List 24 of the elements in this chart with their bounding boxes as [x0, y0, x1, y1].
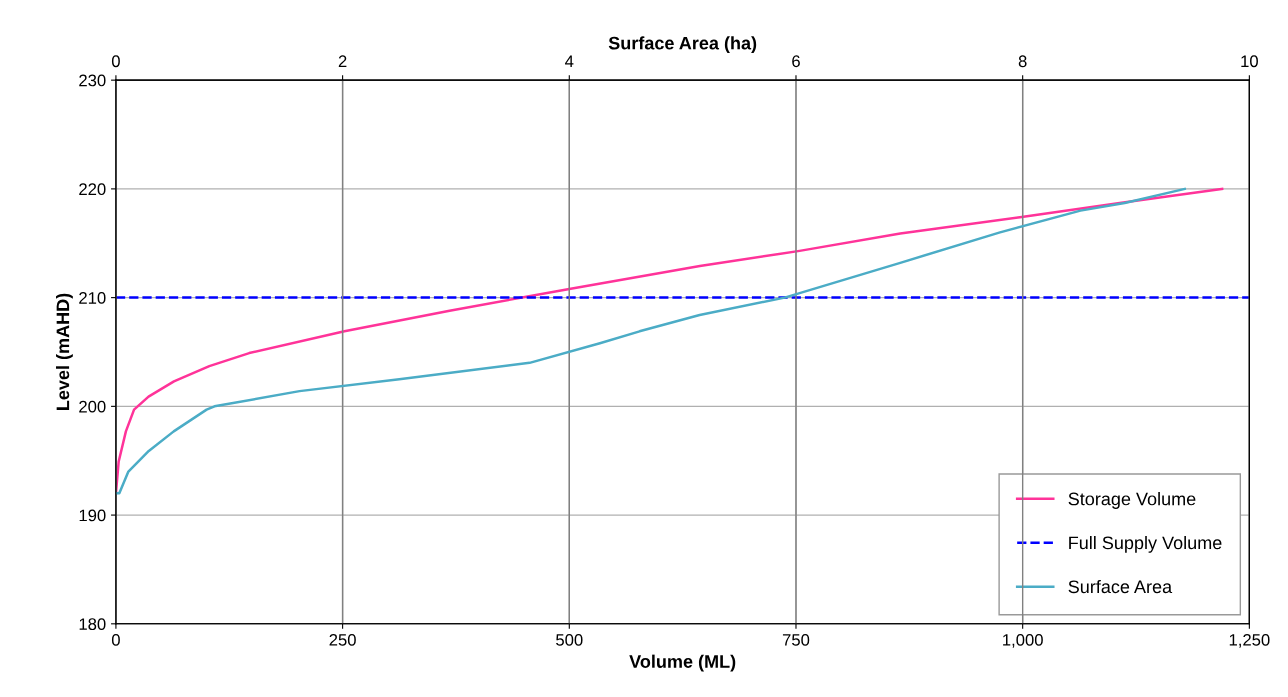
x2-tick-label: 2: [338, 55, 347, 67]
y-tick-label: 230: [79, 74, 106, 87]
x2-tick-label: 6: [792, 55, 800, 68]
y-tick-label: 180: [79, 618, 106, 631]
legend-label: Storage Volume: [1068, 492, 1196, 509]
y-tick-label: 210: [79, 292, 106, 304]
x-tick-label: 1,000: [1003, 633, 1043, 648]
x2-tick-label: 10: [1241, 55, 1258, 68]
x-tick-label: 750: [782, 633, 810, 646]
x-tick-label: 1,250: [1229, 633, 1270, 648]
x-tick-label: 500: [556, 633, 583, 646]
y-tick-label: 200: [79, 400, 106, 413]
y-tick-label: 220: [79, 183, 106, 196]
x2-tick-label: 4: [565, 55, 574, 67]
legend-label: Full Supply Volume: [1069, 535, 1222, 553]
x2-axis-title: Surface Area (ha): [608, 36, 757, 54]
x2-tick-label: 8: [1018, 55, 1027, 68]
y-axis-title: Level (mAHD): [56, 293, 73, 410]
legend-label: Surface Area: [1068, 579, 1173, 594]
x-tick-label: 0: [111, 633, 120, 646]
x-tick-label: 250: [329, 633, 356, 646]
y-tick-label: 190: [79, 509, 106, 522]
x2-tick-label: 0: [111, 55, 120, 68]
x-axis-title: Volume (ML): [629, 654, 736, 672]
